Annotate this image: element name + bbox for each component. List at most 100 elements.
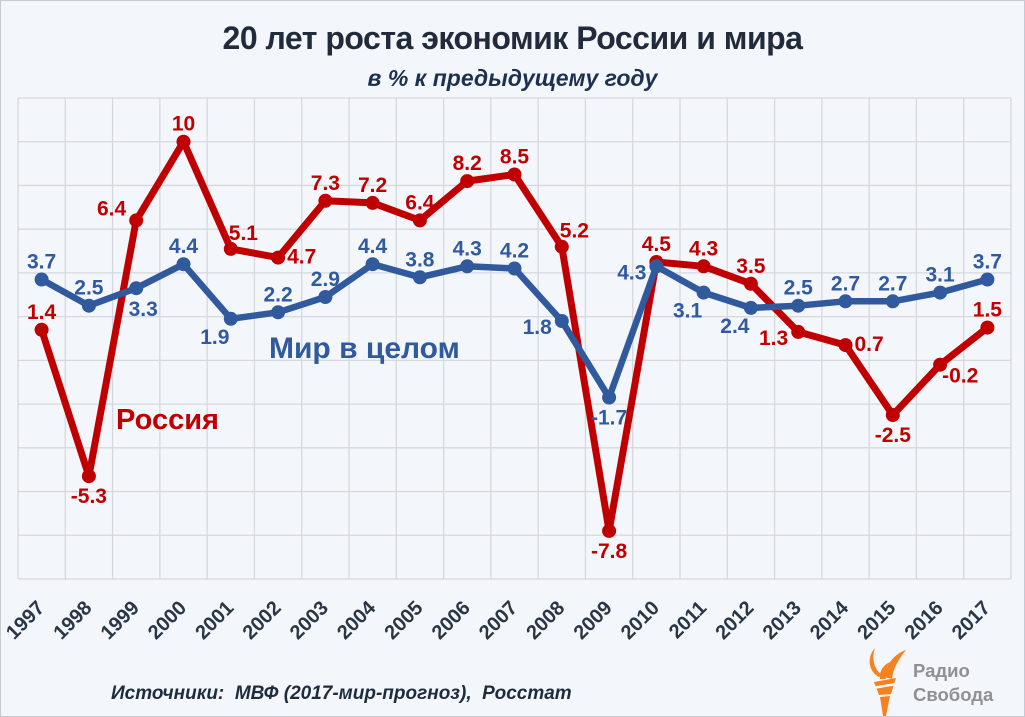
russia-data-point bbox=[365, 195, 380, 210]
logo-text: Радио Свобода bbox=[913, 659, 993, 707]
russia-data-point bbox=[460, 174, 475, 189]
russia-data-point bbox=[223, 241, 238, 256]
x-axis-labels: 1997 1998 1999 2000 2001 2002 2003 2004 2005 2006… bbox=[2, 596, 995, 644]
world-data-label: 2.5 bbox=[74, 277, 104, 300]
world-data-point bbox=[554, 314, 569, 328]
source-note: Источники: МВФ (2017-мир-прогноз), Росст… bbox=[111, 683, 572, 704]
russia-data-label: 10 bbox=[172, 113, 195, 136]
world-data-label: 2.7 bbox=[831, 272, 860, 295]
russia-data-point bbox=[602, 523, 617, 538]
year-label: 2006 bbox=[428, 597, 475, 644]
russia-data-label: 8.5 bbox=[500, 146, 530, 169]
world-data-point bbox=[176, 257, 191, 272]
chart-subtitle: в % к предыдущему году bbox=[367, 65, 658, 91]
world-data-label: 3.1 bbox=[673, 300, 703, 323]
world-data-label: 2.5 bbox=[784, 277, 814, 300]
year-label: 2010 bbox=[617, 597, 664, 644]
russia-data-label: 5.1 bbox=[229, 222, 259, 245]
world-data-point bbox=[129, 281, 144, 296]
year-label: 2000 bbox=[144, 597, 191, 644]
russia-data-point bbox=[81, 469, 96, 484]
world-data-point bbox=[81, 298, 96, 313]
year-label: 2015 bbox=[853, 597, 900, 644]
russia-data-label: -7.8 bbox=[591, 540, 628, 563]
world-data-label: 1.8 bbox=[523, 316, 553, 339]
world-data-label: 4.3 bbox=[453, 237, 482, 260]
russia-line bbox=[38, 138, 991, 535]
world-data-point bbox=[602, 390, 617, 405]
russia-data-label: 1.3 bbox=[759, 327, 788, 350]
world-data-label: 3.7 bbox=[973, 251, 1002, 274]
world-data-point bbox=[696, 285, 711, 300]
world-data-label: 3.1 bbox=[925, 264, 955, 287]
year-label: 2001 bbox=[191, 597, 238, 644]
russia-data-point bbox=[554, 239, 569, 254]
russia-data-label: 3.5 bbox=[736, 255, 766, 278]
russia-data-point bbox=[412, 213, 427, 228]
series-label-russia: Россия bbox=[116, 404, 219, 436]
year-label: 2008 bbox=[522, 597, 569, 644]
russia-data-point bbox=[743, 276, 758, 291]
world-data-label: 2.2 bbox=[263, 283, 292, 306]
russia-data-label: 6.4 bbox=[405, 191, 435, 214]
world-data-point bbox=[365, 257, 380, 272]
world-data-point bbox=[885, 294, 900, 309]
year-label: 2009 bbox=[570, 597, 617, 644]
russia-data-label: 6.4 bbox=[97, 197, 127, 220]
world-data-point bbox=[933, 285, 948, 300]
russia-data-point bbox=[696, 259, 711, 274]
year-label: 2005 bbox=[380, 597, 427, 644]
logo-text-line2: Свобода bbox=[913, 684, 994, 705]
torch-flame-icon bbox=[869, 648, 906, 716]
russia-data-point bbox=[933, 357, 948, 372]
world-data-label: 2.4 bbox=[720, 315, 750, 338]
year-label: 2007 bbox=[475, 597, 522, 644]
world-data-point bbox=[460, 259, 475, 274]
russia-data-label: -0.2 bbox=[942, 365, 978, 388]
russia-data-label: 8.2 bbox=[453, 152, 482, 175]
radio-svoboda-logo: Радио Свобода bbox=[863, 646, 1013, 716]
world-data-label: 2.9 bbox=[311, 268, 340, 291]
russia-data-label: 7.2 bbox=[358, 174, 387, 197]
world-data-label: 1.9 bbox=[200, 326, 229, 349]
russia-data-point bbox=[507, 167, 522, 182]
russia-data-point bbox=[271, 250, 286, 265]
world-data-point bbox=[412, 270, 427, 285]
world-data-point bbox=[980, 272, 995, 287]
russia-data-point bbox=[791, 324, 806, 339]
world-data-label: 3.7 bbox=[27, 251, 56, 274]
series-world: 3.7 2.5 3.3 4.4 1.9 2.2 2.9 4.4 3.8 4.3 4.2 1.8 -1.7… bbox=[27, 235, 1002, 429]
growth-chart: 1.4 -5.3 6.4 10 5.1 4.7 7.3 7.2 6.4 8.2 8.5 5.2 -7.8… bbox=[2, 97, 1012, 644]
russia-data-label: 4.3 bbox=[689, 237, 718, 260]
russia-data-label: 7.3 bbox=[311, 172, 340, 195]
russia-data-label: 0.7 bbox=[855, 333, 884, 356]
russia-data-label: 1.4 bbox=[27, 301, 57, 324]
year-label: 2003 bbox=[286, 597, 333, 644]
world-data-label: 4.4 bbox=[358, 235, 388, 258]
year-label: 1999 bbox=[97, 597, 144, 644]
series-label-world: Мир в целом bbox=[269, 332, 460, 365]
russia-data-point bbox=[885, 408, 900, 422]
series-russia: 1.4 -5.3 6.4 10 5.1 4.7 7.3 7.2 6.4 8.2 8.5 5.2 -7.8… bbox=[27, 113, 1002, 563]
year-label: 2011 bbox=[665, 597, 711, 643]
world-data-point bbox=[649, 259, 664, 274]
year-label: 2013 bbox=[759, 597, 806, 644]
russia-data-label: 1.5 bbox=[973, 299, 1003, 322]
russia-data-point bbox=[980, 320, 995, 335]
russia-data-label: 4.7 bbox=[287, 246, 316, 269]
russia-data-point bbox=[129, 213, 144, 228]
year-label: 1997 bbox=[2, 597, 49, 644]
russia-data-label: -5.3 bbox=[71, 485, 107, 508]
year-label: 2004 bbox=[333, 596, 381, 644]
year-label: 2017 bbox=[948, 597, 995, 644]
world-data-label: 3.3 bbox=[129, 298, 158, 321]
world-data-point bbox=[34, 272, 49, 287]
world-data-label: 3.8 bbox=[405, 248, 435, 271]
year-label: 2016 bbox=[901, 597, 948, 644]
world-data-point bbox=[223, 311, 238, 326]
russia-data-point bbox=[838, 338, 853, 353]
world-data-label: -1.7 bbox=[591, 407, 627, 430]
year-label: 2014 bbox=[806, 596, 854, 644]
grid bbox=[17, 97, 1012, 580]
